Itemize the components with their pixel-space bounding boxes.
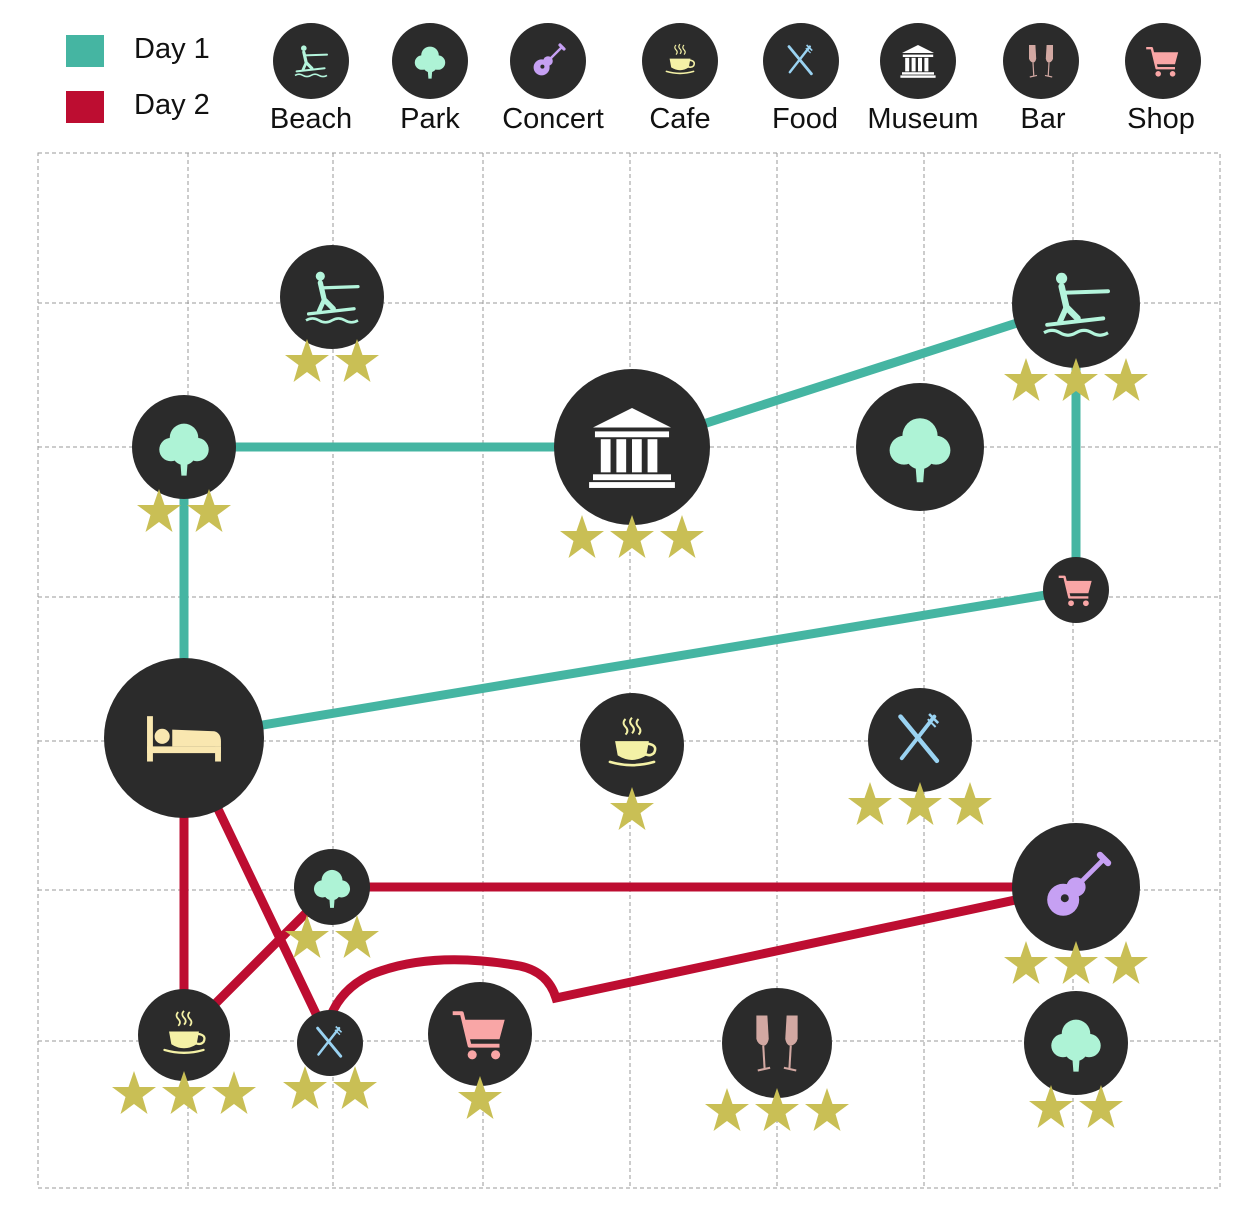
shop-1-node[interactable] (1043, 557, 1109, 623)
legend-concert-label: Concert (502, 103, 604, 135)
star-icon (1004, 941, 1048, 984)
legend-museum-label: Museum (867, 103, 978, 135)
star-icon (1104, 358, 1148, 401)
star-icon (948, 782, 992, 825)
cafe-1-node[interactable] (580, 693, 684, 830)
park-3-node[interactable] (285, 849, 379, 958)
shop-2-node[interactable] (428, 982, 532, 1119)
legend-food: Food (763, 23, 839, 135)
star-icon (660, 515, 704, 558)
legend-bar-label: Bar (1020, 103, 1065, 135)
legend-shop: Shop (1125, 23, 1201, 135)
concert-1-node[interactable] (1004, 823, 1148, 984)
legend-day-2: Day 2 (66, 89, 210, 123)
hotel-node[interactable] (104, 658, 264, 818)
park-1-node[interactable] (132, 395, 236, 532)
star-icon (705, 1088, 749, 1131)
route-day-2 (179, 736, 1077, 1046)
food-2-node[interactable] (283, 1010, 377, 1109)
legend-shop-label: Shop (1127, 103, 1195, 135)
legend-beach-label: Beach (270, 103, 352, 135)
bar-1-node[interactable] (705, 988, 849, 1131)
legend-concert: Concert (502, 23, 604, 135)
category-legend: Beach Park Concert Cafe Food Museum Bar Shop (270, 23, 1201, 135)
legend-day-1-label: Day 1 (134, 33, 210, 65)
legend-cafe-label: Cafe (649, 103, 710, 135)
beach-1-node[interactable] (280, 245, 384, 382)
legend-beach: Beach (270, 23, 352, 135)
beach-2-node[interactable] (1004, 240, 1148, 401)
legend-park-label: Park (400, 103, 460, 135)
legend-bar: Bar (1003, 23, 1079, 135)
legend-park: Park (392, 23, 468, 135)
places (104, 240, 1148, 1131)
cafe-2-node[interactable] (112, 989, 256, 1114)
star-icon (805, 1088, 849, 1131)
legend-cafe: Cafe (642, 23, 718, 135)
star-icon (212, 1071, 256, 1114)
star-icon (1104, 941, 1148, 984)
park-4-node[interactable] (1024, 991, 1128, 1128)
park-2-node[interactable] (856, 383, 984, 511)
day-2-swatch (66, 91, 104, 123)
legend-day-1: Day 1 (66, 33, 210, 67)
legend-day-2-label: Day 2 (134, 89, 210, 121)
museum-1-node[interactable] (554, 369, 710, 558)
day-1-swatch (66, 35, 104, 67)
food-1-node[interactable] (848, 688, 992, 825)
star-icon (848, 782, 892, 825)
legend: Day 1 Day 2 Beach Park Concert Cafe Food Muse… (66, 23, 1201, 135)
legend-museum: Museum (867, 23, 979, 135)
star-icon (560, 515, 604, 558)
star-icon (112, 1071, 156, 1114)
star-icon (1004, 358, 1048, 401)
legend-food-label: Food (772, 103, 838, 135)
